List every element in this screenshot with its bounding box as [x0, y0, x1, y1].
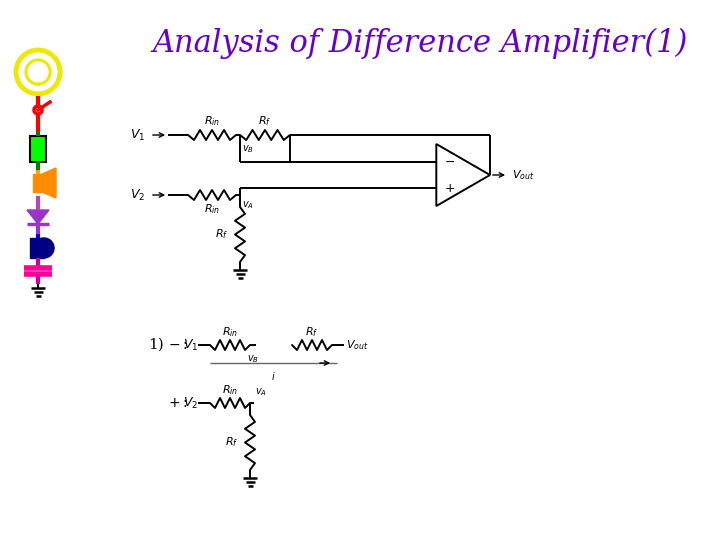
- Text: $R_{in}$: $R_{in}$: [222, 325, 238, 339]
- Text: Analysis of Difference Amplifier(1): Analysis of Difference Amplifier(1): [153, 28, 688, 59]
- Text: $v_A$: $v_A$: [242, 199, 254, 211]
- Text: +: +: [444, 181, 455, 194]
- Text: $R_{in}$: $R_{in}$: [222, 383, 238, 397]
- Text: $+:$: $+:$: [168, 396, 187, 410]
- Text: $v_A$: $v_A$: [255, 386, 267, 398]
- Text: $-:$: $-:$: [168, 338, 187, 352]
- Text: $R_f$: $R_f$: [305, 325, 319, 339]
- Text: 1): 1): [148, 338, 163, 352]
- Text: $V_1$: $V_1$: [183, 338, 198, 353]
- Text: $R_{in}$: $R_{in}$: [204, 202, 220, 216]
- Polygon shape: [27, 210, 49, 224]
- Bar: [30, 136, 46, 162]
- Text: $v_B$: $v_B$: [242, 143, 254, 155]
- Text: $V_2$: $V_2$: [183, 395, 198, 410]
- Circle shape: [34, 238, 54, 258]
- Text: $V_1$: $V_1$: [130, 127, 145, 143]
- Text: $V_2$: $V_2$: [130, 187, 145, 202]
- Polygon shape: [42, 168, 56, 198]
- Text: $R_f$: $R_f$: [215, 227, 229, 241]
- Text: $i$: $i$: [271, 370, 276, 382]
- Bar: [33, 174, 42, 192]
- Text: $R_f$: $R_f$: [225, 435, 239, 449]
- Text: $V_{out}$: $V_{out}$: [512, 168, 534, 182]
- Bar: [30, 238, 44, 258]
- Text: $V_{out}$: $V_{out}$: [346, 338, 369, 352]
- Text: $R_f$: $R_f$: [258, 114, 271, 128]
- Text: $R_{in}$: $R_{in}$: [204, 114, 220, 128]
- Text: −: −: [444, 156, 455, 168]
- Text: $v_B$: $v_B$: [247, 353, 259, 365]
